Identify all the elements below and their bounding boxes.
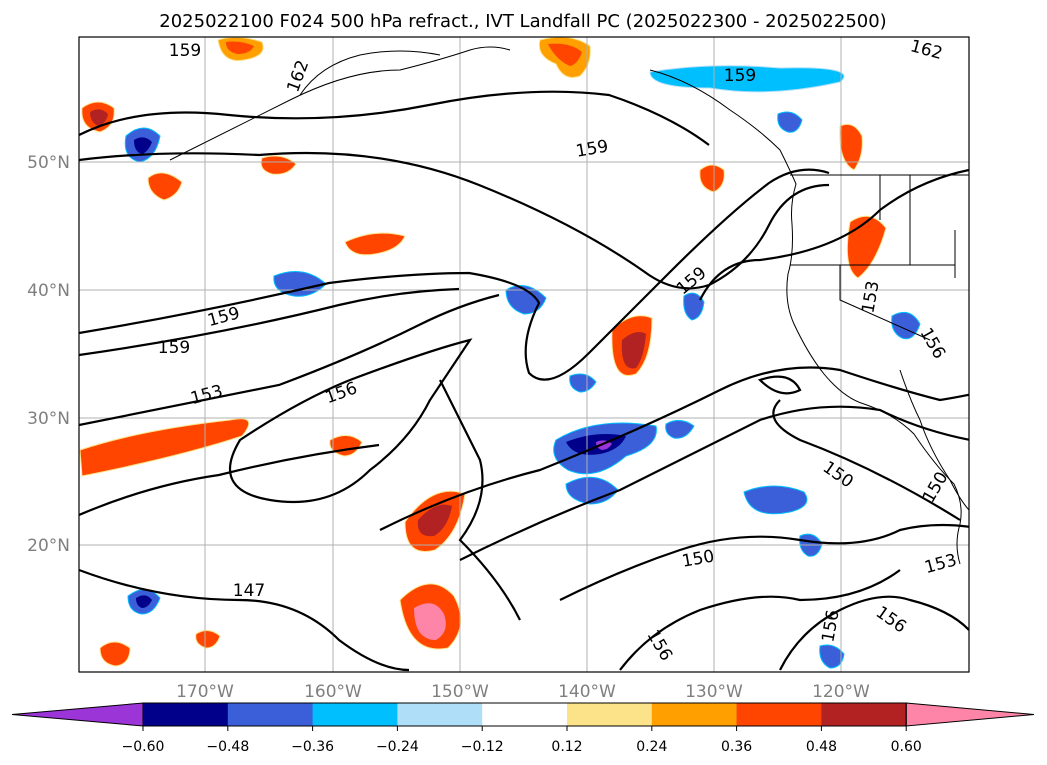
colorbar-tick-label: −0.60 xyxy=(122,739,165,755)
colorbar-extend-min xyxy=(11,702,144,727)
positive-anomaly-blob xyxy=(79,418,250,477)
colorbar-segment xyxy=(227,703,314,726)
colorbar-segment xyxy=(567,703,653,726)
lon-label: 160°W xyxy=(304,682,362,702)
colorbar-segment xyxy=(143,703,229,726)
anomaly-fills xyxy=(79,37,921,669)
colorbar-tick-label: 0.48 xyxy=(806,739,837,755)
contour-lines xyxy=(79,90,969,672)
colorbar-segment xyxy=(482,703,568,726)
contour-label: 159 xyxy=(169,41,201,61)
negative-anomaly-blob xyxy=(819,644,845,669)
negative-anomaly-blob xyxy=(649,65,845,93)
lon-label: 130°W xyxy=(685,682,743,702)
positive-anomaly-blob xyxy=(699,164,725,193)
colorbar-segment xyxy=(821,703,907,726)
latitude-labels: 50°N 40°N 30°N 20°N xyxy=(27,153,70,556)
positive-anomaly-blob xyxy=(147,172,183,201)
lat-label: 20°N xyxy=(27,536,70,556)
negative-anomaly-blob xyxy=(565,476,619,505)
lat-label: 30°N xyxy=(27,409,70,429)
colorbar-outline xyxy=(142,702,907,727)
contour-label: 159 xyxy=(158,338,190,358)
lon-label: 140°W xyxy=(558,682,616,702)
colorbar-tick-label: 0.12 xyxy=(551,739,582,755)
colorbar-tick-label: −0.12 xyxy=(461,739,504,755)
colorbar-segment xyxy=(736,703,822,726)
lon-label: 150°W xyxy=(431,682,489,702)
colorbar-segment xyxy=(397,703,483,726)
contour-label: 159 xyxy=(724,66,756,86)
map-frame xyxy=(78,36,970,673)
lon-label: 170°W xyxy=(176,682,234,702)
positive-anomaly-blob xyxy=(839,123,863,171)
longitude-labels: 170°W 160°W 150°W 140°W 130°W 120°W xyxy=(176,682,870,702)
positive-anomaly-blob xyxy=(99,641,131,667)
negative-anomaly-blob xyxy=(683,292,705,321)
colorbar-tick-label: 0.24 xyxy=(636,739,667,755)
map-background xyxy=(79,37,969,672)
coastlines xyxy=(169,46,969,565)
lat-label: 40°N xyxy=(27,281,70,301)
contour-label: 147 xyxy=(233,581,265,601)
positive-anomaly-blob xyxy=(260,155,297,175)
negative-anomaly-blob xyxy=(777,111,803,133)
map-title: 2025022100 F024 500 hPa refract., IVT La… xyxy=(159,11,886,32)
positive-anomaly-blob xyxy=(195,630,221,649)
negative-anomaly-blob xyxy=(665,420,695,439)
colorbar-tick-label: −0.36 xyxy=(291,739,334,755)
colorbar-tick-label: 0.36 xyxy=(721,739,752,755)
north-america-coast xyxy=(649,69,962,565)
negative-anomaly-blob xyxy=(569,373,597,393)
lat-label: 50°N xyxy=(27,153,70,173)
positive-anomaly-blob xyxy=(846,215,887,279)
colorbar-tick-label: −0.48 xyxy=(206,739,249,755)
colorbar: −0.60 −0.48 −0.36 −0.24 −0.12 0.12 0.24 0.36 0.4… xyxy=(11,702,1035,755)
alaska-coast xyxy=(169,46,511,161)
negative-anomaly-blob xyxy=(743,485,808,515)
lon-label: 120°W xyxy=(812,682,870,702)
colorbar-segment xyxy=(312,703,398,726)
colorbar-extend-max xyxy=(905,702,1035,727)
positive-anomaly-blob xyxy=(344,232,406,256)
colorbar-tick-label: 0.60 xyxy=(891,739,922,755)
state-borders xyxy=(790,175,956,341)
colorbar-tick-label: −0.24 xyxy=(376,739,419,755)
colorbar-segment xyxy=(651,703,738,726)
map-panel: 159 162 159 159 162 159 153 156 159 159 … xyxy=(79,37,969,672)
